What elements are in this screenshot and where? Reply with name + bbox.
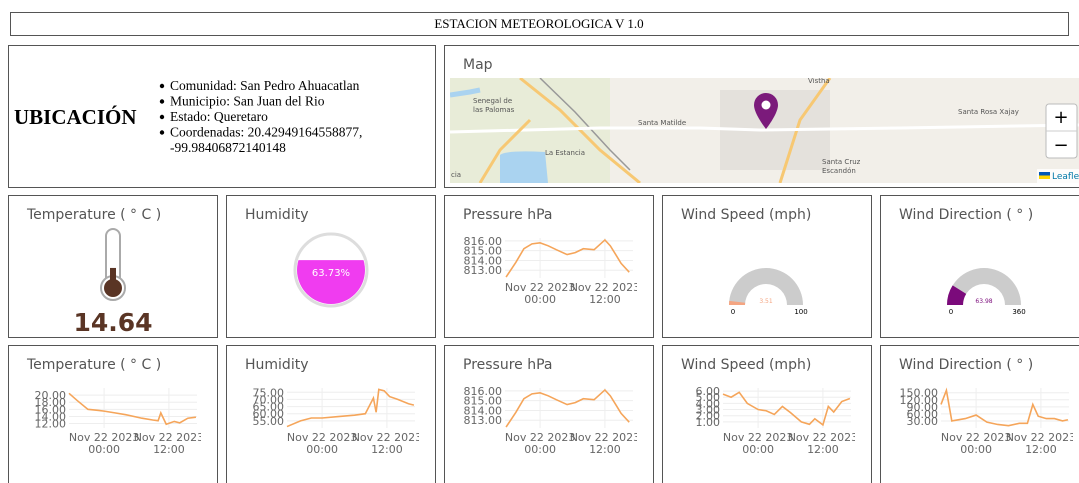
y-tick-label: 20.00	[35, 389, 67, 402]
x-tick-label: 12:00	[153, 443, 185, 456]
x-tick-label: 00:00	[960, 443, 992, 456]
map-place: Santa Matilde	[638, 119, 686, 127]
location-heading: UBICACIÓN	[14, 105, 137, 129]
x-tick-label: 00:00	[88, 443, 120, 456]
gauge-max: 360	[1012, 308, 1025, 316]
gauge-max: 100	[794, 308, 807, 316]
zoom-in[interactable]: +	[1053, 107, 1068, 128]
map-place: cia	[451, 171, 461, 179]
map-lake	[500, 151, 548, 183]
x-tick-label: 12:00	[807, 443, 839, 456]
widget-title: Wind Direction ( ° )	[899, 357, 1033, 373]
gauge-min: 0	[731, 308, 735, 316]
bullet	[160, 99, 164, 103]
gauge-value-label: 63.98	[975, 298, 992, 305]
map-place: Escandón	[822, 167, 856, 175]
widget-title: Temperature ( ° C )	[26, 357, 161, 373]
temperature-value: 14.64	[73, 308, 152, 337]
flag	[1039, 172, 1050, 176]
gauge-min: 0	[949, 308, 953, 316]
x-tick-label: 00:00	[524, 293, 556, 306]
location-item: Municipio: San Juan del Rio	[170, 94, 325, 109]
x-tick-label: 12:00	[1025, 443, 1057, 456]
bullet	[160, 84, 164, 88]
widget-title: Humidity	[245, 357, 308, 373]
bullet	[160, 115, 164, 119]
map-place: Santa Rosa Xajay	[958, 108, 1019, 116]
widget-title: Pressure hPa	[463, 357, 553, 373]
x-tick-label: 00:00	[306, 443, 338, 456]
y-tick-label: 150.00	[900, 387, 939, 400]
widget-title: Wind Speed (mph)	[681, 357, 811, 373]
map-place: las Palomas	[473, 106, 515, 114]
y-tick-label: 816.00	[464, 385, 503, 398]
x-tick-label: 00:00	[524, 443, 556, 456]
bullet	[160, 130, 164, 134]
y-tick-label: 6.00	[696, 385, 721, 398]
thermometer-bulb	[104, 279, 122, 297]
x-tick-label: 00:00	[742, 443, 774, 456]
map[interactable]: Senegal de las Palomas Santa Matilde La …	[450, 77, 1079, 183]
humidity-label: 63.73%	[312, 268, 350, 279]
map-place: Santa Cruz	[822, 158, 861, 166]
map-title: Map	[463, 57, 493, 73]
x-tick-label: 12:00	[589, 443, 621, 456]
widget-title: Wind Direction ( ° )	[899, 207, 1033, 223]
location-item: Estado: Queretaro	[170, 109, 268, 124]
y-tick-label: 75.00	[253, 386, 285, 399]
map-place: Senegal de	[473, 97, 512, 105]
y-tick-label: 816.00	[464, 235, 503, 248]
attribution[interactable]: Leaflet	[1052, 172, 1079, 182]
map-pin-dot	[762, 101, 771, 110]
zoom-out[interactable]: −	[1053, 135, 1068, 156]
map-place: La Estancia	[545, 149, 585, 157]
location-item: Coordenadas: 20.42949164558877,	[170, 125, 362, 140]
x-tick-label: 12:00	[371, 443, 403, 456]
widget-title: Pressure hPa	[463, 207, 553, 223]
header-title: ESTACION METEOROLOGICA V 1.0	[434, 16, 643, 31]
widget-title: Temperature ( ° C )	[26, 207, 161, 223]
x-tick-label: 12:00	[589, 293, 621, 306]
location-item: Comunidad: San Pedro Ahuacatlan	[170, 78, 360, 93]
map-place: Vistha	[808, 77, 830, 85]
gauge-value-label: 3.51	[759, 298, 773, 305]
widget-title: Wind Speed (mph)	[681, 207, 811, 223]
dashboard: ESTACION METEOROLOGICA V 1.0 UBICACIÓN C…	[0, 0, 1079, 483]
location-item: -99.98406872140148	[170, 140, 286, 155]
widget-title: Humidity	[245, 207, 308, 223]
